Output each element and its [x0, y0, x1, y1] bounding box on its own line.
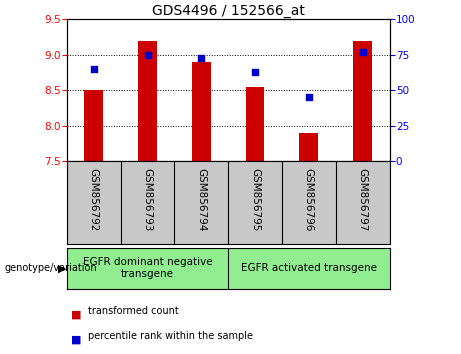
Text: GSM856794: GSM856794	[196, 168, 207, 231]
Point	[305, 95, 313, 100]
Text: GSM856797: GSM856797	[358, 168, 368, 231]
Text: GSM856792: GSM856792	[89, 168, 99, 231]
Bar	[138, 41, 157, 161]
Bar	[246, 87, 265, 161]
Point	[251, 69, 259, 75]
Text: ▶: ▶	[58, 263, 66, 273]
Bar	[192, 62, 211, 161]
Point	[198, 55, 205, 61]
Text: ■: ■	[71, 310, 82, 320]
Bar	[353, 41, 372, 161]
Text: GSM856793: GSM856793	[142, 168, 153, 231]
Point	[359, 49, 366, 55]
Point	[90, 66, 97, 72]
Bar	[67, 248, 228, 289]
Bar	[228, 248, 390, 289]
Bar	[300, 133, 318, 161]
Text: percentile rank within the sample: percentile rank within the sample	[88, 331, 253, 341]
Text: genotype/variation: genotype/variation	[5, 263, 97, 273]
Text: EGFR dominant negative
transgene: EGFR dominant negative transgene	[83, 257, 213, 279]
Text: transformed count: transformed count	[88, 306, 178, 316]
Text: GSM856796: GSM856796	[304, 168, 314, 231]
Point	[144, 52, 151, 58]
Title: GDS4496 / 152566_at: GDS4496 / 152566_at	[152, 5, 305, 18]
Text: ■: ■	[71, 335, 82, 344]
Bar	[84, 90, 103, 161]
Text: GSM856795: GSM856795	[250, 168, 260, 231]
Text: EGFR activated transgene: EGFR activated transgene	[241, 263, 377, 273]
